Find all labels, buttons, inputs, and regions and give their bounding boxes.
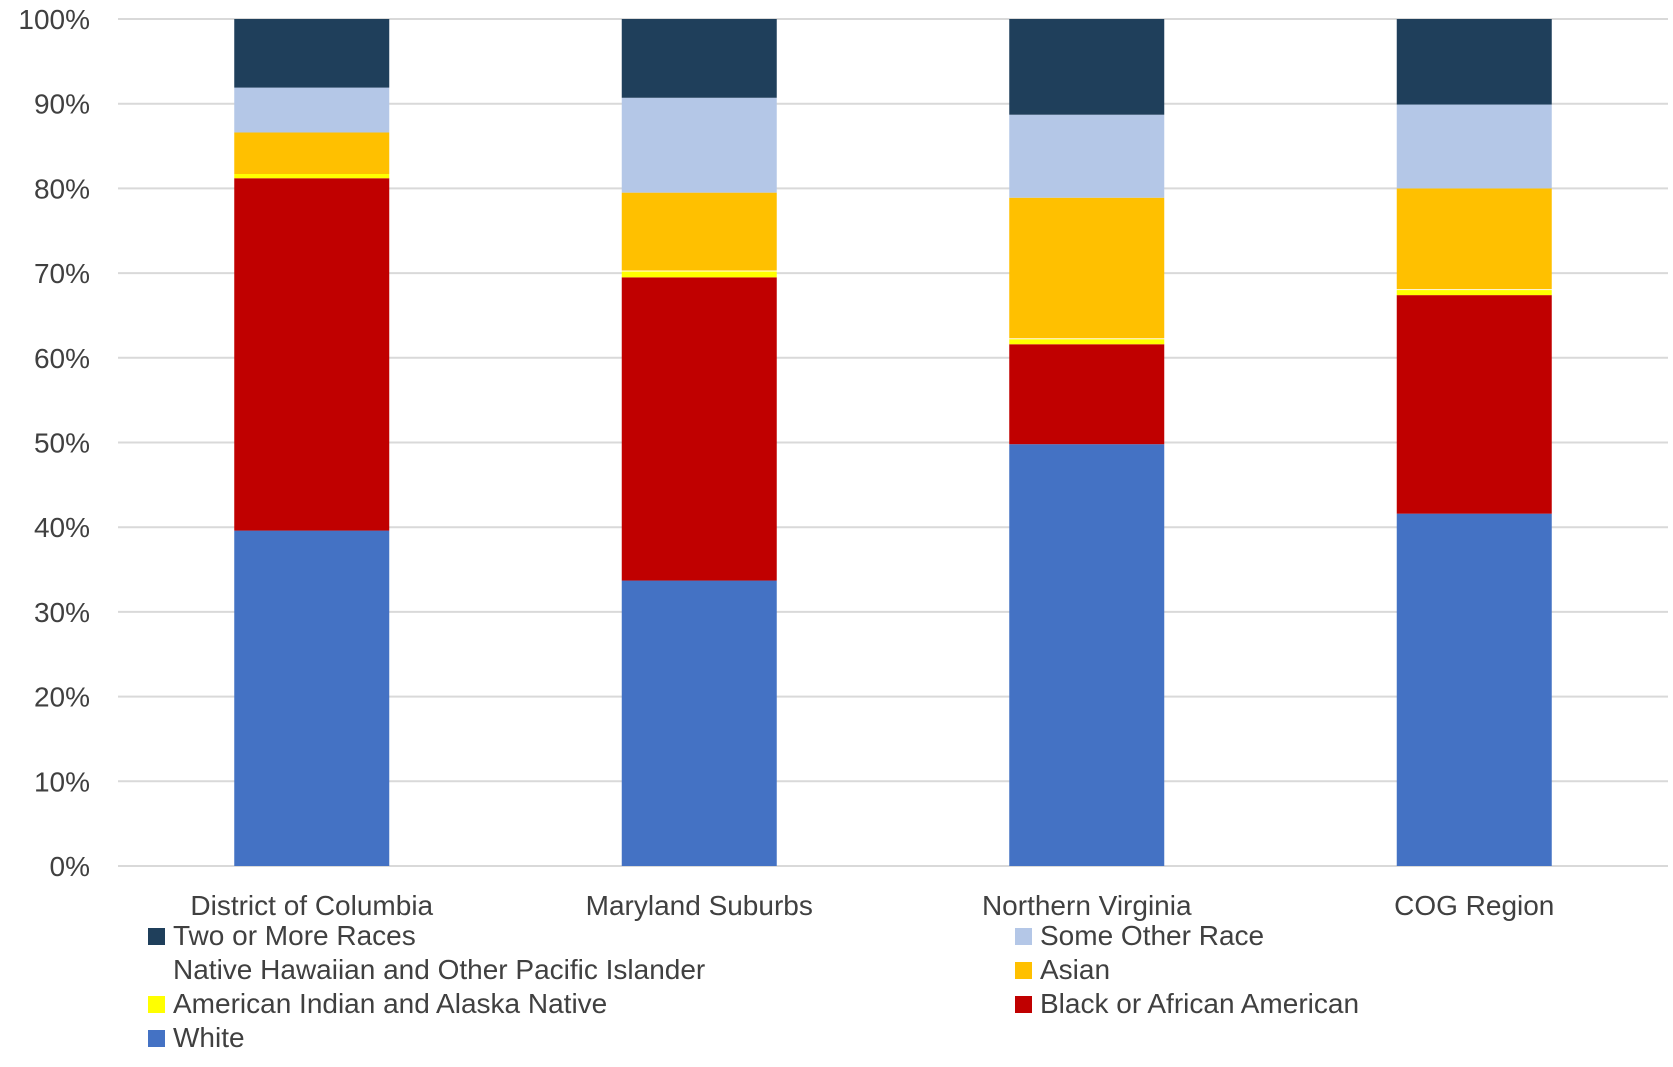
- bar-segment: [1009, 338, 1165, 340]
- x-category-label: Maryland Suburbs: [586, 890, 813, 921]
- bar-segment: [621, 19, 777, 98]
- x-axis-category-labels: District of Columbia Maryland Suburbs Nort…: [190, 890, 1554, 921]
- bars: [234, 19, 1552, 866]
- bar-segment: [1396, 104, 1552, 189]
- bar-segment: [621, 97, 777, 193]
- y-tick-label: 20%: [34, 682, 90, 713]
- bar-segment: [1009, 444, 1165, 866]
- bar-segment: [1396, 513, 1552, 866]
- y-tick-label: 0%: [50, 851, 90, 882]
- bar-segment: [234, 174, 390, 179]
- bar-segment: [1009, 114, 1165, 198]
- bar-segment: [234, 530, 390, 866]
- y-tick-label: 100%: [18, 4, 90, 35]
- bar-segment: [621, 271, 777, 278]
- y-tick-label: 80%: [34, 173, 90, 204]
- bar-segment: [1009, 197, 1165, 339]
- bar-segment: [1396, 188, 1552, 290]
- bar-segment: [1009, 339, 1165, 345]
- y-tick-label: 90%: [34, 89, 90, 120]
- bar-segment: [1396, 290, 1552, 296]
- bar-stack: [621, 19, 777, 866]
- bar-segment: [234, 19, 390, 88]
- y-tick-label: 70%: [34, 258, 90, 289]
- bar-segment: [234, 178, 390, 531]
- y-axis-tick-labels: 0% 10% 20% 30% 40% 50% 60% 70% 80% 90% 100%: [18, 4, 90, 882]
- bar-stack: [234, 19, 390, 866]
- x-category-label: District of Columbia: [190, 890, 433, 921]
- y-tick-label: 30%: [34, 597, 90, 628]
- bar-segment: [234, 132, 390, 175]
- x-category-label: Northern Virginia: [982, 890, 1192, 921]
- bar-segment: [234, 87, 390, 133]
- bar-segment: [1009, 344, 1165, 445]
- bar-stack: [1396, 19, 1552, 866]
- y-tick-label: 60%: [34, 343, 90, 374]
- bar-segment: [1396, 295, 1552, 514]
- x-category-label: COG Region: [1394, 890, 1554, 921]
- bar-segment: [1396, 19, 1552, 105]
- y-tick-label: 40%: [34, 512, 90, 543]
- bar-segment: [1396, 289, 1552, 291]
- bar-segment: [621, 192, 777, 271]
- bar-stack: [1009, 19, 1165, 866]
- bar-segment: [621, 277, 777, 581]
- bar-segment: [1009, 19, 1165, 115]
- bar-segment: [621, 580, 777, 866]
- bar-segment: [621, 270, 777, 272]
- y-tick-label: 50%: [34, 428, 90, 459]
- y-tick-label: 10%: [34, 766, 90, 797]
